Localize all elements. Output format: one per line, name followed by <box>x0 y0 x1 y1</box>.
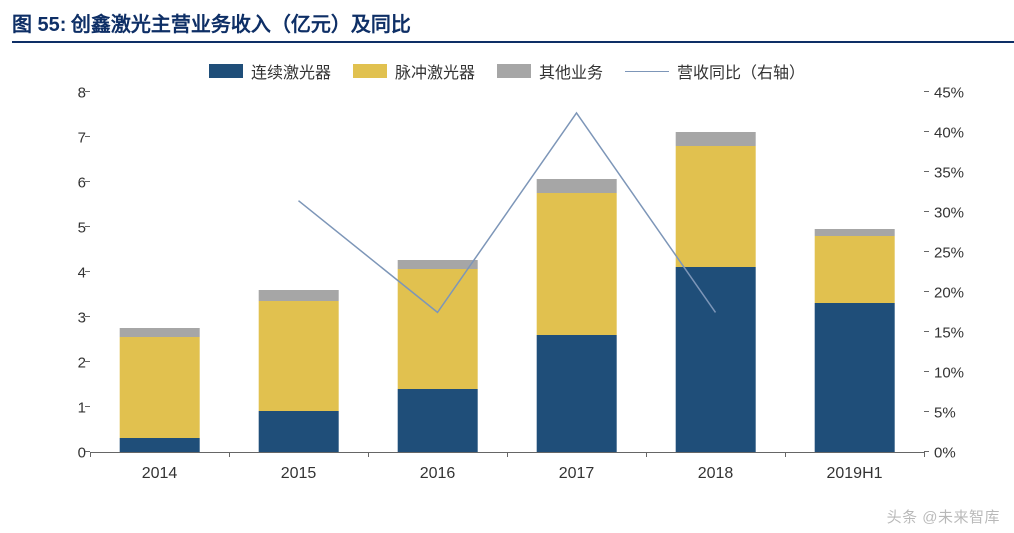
bar-segment <box>258 301 339 411</box>
bar-slot <box>646 93 785 452</box>
y-left-tick-label: 4 <box>36 264 86 281</box>
y-right-tick-mark <box>924 411 929 412</box>
legend-item: 营收同比（右轴） <box>625 59 805 83</box>
title-underline <box>12 41 1014 43</box>
bar-segment <box>397 389 478 452</box>
bar-segment <box>814 303 895 452</box>
y-right-tick-mark <box>924 331 929 332</box>
chart-title: 创鑫激光主营业务收入（亿元）及同比 <box>71 14 411 36</box>
x-tick-mark <box>507 452 508 457</box>
x-tick-mark <box>90 452 91 457</box>
y-left-tick-mark <box>85 271 90 272</box>
y-right-tick-label: 0% <box>934 444 984 461</box>
y-right-tick-label: 45% <box>934 84 984 101</box>
legend-label: 脉冲激光器 <box>395 59 475 83</box>
bar-segment <box>536 193 617 335</box>
x-tick-mark <box>924 452 925 457</box>
legend-swatch <box>497 64 531 78</box>
bar-slot <box>368 93 507 452</box>
y-right-tick-label: 20% <box>934 284 984 301</box>
x-tick-label: 2019H1 <box>785 459 924 491</box>
legend-item: 其他业务 <box>497 59 603 83</box>
bar-slot <box>90 93 229 452</box>
bar-segment <box>675 146 756 268</box>
watermark: 头条 @未来智库 <box>887 506 1000 527</box>
y-right-tick-mark <box>924 131 929 132</box>
x-tick-label: 2014 <box>90 459 229 491</box>
chart-area: 012345678 0%5%10%15%20%25%30%35%40%45% 2… <box>60 93 974 491</box>
bar-slot <box>785 93 924 452</box>
y-left-tick-label: 0 <box>36 444 86 461</box>
bar-slot <box>507 93 646 452</box>
bar-segment <box>397 269 478 388</box>
bar-segment <box>258 411 339 452</box>
x-tick-mark <box>646 452 647 457</box>
y-right-tick-mark <box>924 371 929 372</box>
x-tick-mark <box>229 452 230 457</box>
x-tick-label: 2016 <box>368 459 507 491</box>
y-right-tick-mark <box>924 91 929 92</box>
y-right-tick-label: 25% <box>934 244 984 261</box>
bar-segment <box>258 290 339 301</box>
legend: 连续激光器 脉冲激光器 其他业务 营收同比（右轴） <box>0 47 1014 89</box>
legend-swatch <box>353 64 387 78</box>
y-right-tick-label: 15% <box>934 324 984 341</box>
y-left-tick-label: 5 <box>36 219 86 236</box>
bar-segment <box>119 438 200 452</box>
y-left-tick-label: 3 <box>36 309 86 326</box>
x-tick-mark <box>368 452 369 457</box>
x-tick-label: 2018 <box>646 459 785 491</box>
bar-segment <box>536 335 617 452</box>
y-axis-left: 012345678 <box>36 93 86 453</box>
chart-title-bar: 图 55: 创鑫激光主营业务收入（亿元）及同比 <box>0 0 1014 47</box>
x-tick-mark <box>785 452 786 457</box>
plot-area <box>90 93 924 453</box>
bar-segment <box>675 267 756 452</box>
y-axis-right: 0%5%10%15%20%25%30%35%40%45% <box>934 93 984 453</box>
legend-label: 营收同比（右轴） <box>677 59 805 83</box>
legend-swatch <box>209 64 243 78</box>
y-right-tick-label: 10% <box>934 364 984 381</box>
x-tick-label: 2015 <box>229 459 368 491</box>
bars-layer <box>90 93 924 452</box>
y-right-tick-mark <box>924 171 929 172</box>
bar-segment <box>814 236 895 304</box>
legend-item: 连续激光器 <box>209 59 331 83</box>
y-left-tick-label: 2 <box>36 354 86 371</box>
bar-segment <box>119 328 200 337</box>
y-left-tick-label: 8 <box>36 84 86 101</box>
y-left-tick-mark <box>85 361 90 362</box>
y-left-tick-label: 6 <box>36 174 86 191</box>
y-left-tick-mark <box>85 181 90 182</box>
legend-item: 脉冲激光器 <box>353 59 475 83</box>
bar-segment <box>119 337 200 438</box>
y-right-tick-label: 5% <box>934 404 984 421</box>
y-left-tick-label: 1 <box>36 399 86 416</box>
bar-segment <box>536 179 617 193</box>
y-left-tick-label: 7 <box>36 129 86 146</box>
y-left-tick-mark <box>85 226 90 227</box>
bar-segment <box>675 132 756 146</box>
x-axis: 201420152016201720182019H1 <box>90 459 924 491</box>
legend-label: 连续激光器 <box>251 59 331 83</box>
bar-slot <box>229 93 368 452</box>
bar-segment <box>397 260 478 269</box>
y-right-tick-label: 35% <box>934 164 984 181</box>
y-left-tick-mark <box>85 406 90 407</box>
y-right-tick-label: 30% <box>934 204 984 221</box>
y-right-tick-mark <box>924 211 929 212</box>
x-tick-label: 2017 <box>507 459 646 491</box>
y-right-tick-label: 40% <box>934 124 984 141</box>
y-left-tick-mark <box>85 136 90 137</box>
y-right-tick-mark <box>924 251 929 252</box>
y-right-tick-mark <box>924 291 929 292</box>
y-left-tick-mark <box>85 91 90 92</box>
bar-segment <box>814 229 895 236</box>
legend-line-swatch <box>625 64 669 78</box>
figure-number: 图 55: <box>12 14 66 36</box>
legend-label: 其他业务 <box>539 59 603 83</box>
y-left-tick-mark <box>85 316 90 317</box>
